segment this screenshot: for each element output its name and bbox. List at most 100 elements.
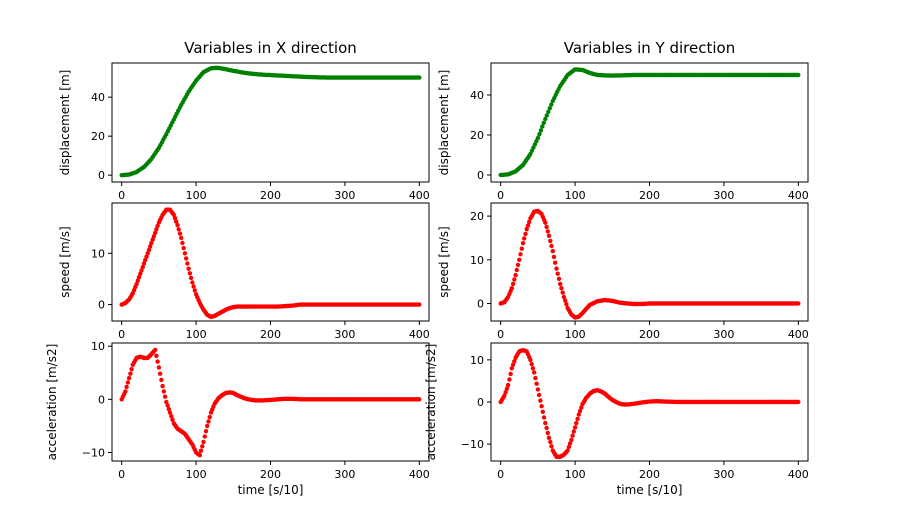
data-point <box>165 403 170 408</box>
data-point <box>796 399 801 405</box>
data-point <box>518 252 523 257</box>
data-point <box>417 75 422 80</box>
data-point <box>513 272 518 278</box>
series-points <box>498 348 801 459</box>
data-point <box>504 386 510 391</box>
x-tick-label: 100 <box>186 328 207 341</box>
data-point <box>545 229 550 234</box>
x-tick-label: 400 <box>788 328 809 341</box>
data-point <box>544 224 549 230</box>
y-tick-label: 0 <box>477 298 484 311</box>
data-point <box>200 444 205 449</box>
data-point <box>543 420 548 426</box>
data-point <box>538 128 544 133</box>
data-point <box>135 278 140 283</box>
data-point <box>159 377 164 383</box>
data-point <box>509 366 514 371</box>
data-point <box>551 254 557 260</box>
y-axis-label: speed [m/s] <box>58 226 72 297</box>
series-points <box>498 208 801 320</box>
data-point <box>564 302 569 307</box>
data-point <box>539 404 544 409</box>
data-point <box>517 257 522 262</box>
data-point <box>181 245 186 251</box>
data-point <box>508 371 513 377</box>
data-point <box>796 301 801 306</box>
x-axis-label: time [s/10] <box>617 483 683 497</box>
data-point <box>515 262 521 268</box>
data-point <box>160 383 165 389</box>
data-point <box>182 251 188 256</box>
data-point <box>124 384 129 390</box>
data-point <box>180 240 185 246</box>
data-point <box>191 284 196 289</box>
data-point <box>184 256 189 261</box>
x-tick-label: 400 <box>409 189 430 202</box>
data-point <box>512 359 517 364</box>
data-point <box>796 72 801 78</box>
data-point <box>540 124 545 129</box>
y-axis-label: acceleration [m/s2] <box>45 344 59 461</box>
data-point <box>574 420 579 426</box>
data-point <box>530 366 536 371</box>
data-point <box>553 260 558 265</box>
data-point <box>535 135 541 141</box>
data-point <box>188 275 194 281</box>
data-point <box>203 429 209 434</box>
data-point <box>187 271 193 276</box>
data-point <box>576 412 581 417</box>
subplot-2: 0 100 200 300 400 0 20 40 Variables in Y directi… <box>437 39 809 202</box>
data-point <box>520 241 526 246</box>
data-point <box>541 120 546 126</box>
y-tick-label: 20 <box>470 210 484 223</box>
data-point <box>555 271 560 276</box>
series-points <box>498 67 801 178</box>
data-point <box>561 294 567 300</box>
data-point <box>543 220 548 225</box>
data-point <box>554 266 559 271</box>
data-point <box>144 254 149 259</box>
subplot-3: 0 100 200 300 400 0 10 speed [m/s] <box>58 202 430 341</box>
data-point <box>532 370 537 375</box>
data-point <box>503 390 508 395</box>
x-tick-label: 300 <box>334 189 355 202</box>
data-point <box>129 367 134 372</box>
data-point <box>172 216 178 221</box>
data-point <box>538 398 543 403</box>
subplot-5: 0 100 200 300 400 −10 0 10 acceleration [m/s2] ti… <box>45 340 430 497</box>
axes-frame <box>111 62 430 183</box>
data-point <box>150 237 155 242</box>
data-point <box>577 408 583 414</box>
data-point <box>549 243 554 249</box>
data-point <box>140 264 145 270</box>
data-point <box>528 357 533 363</box>
data-point <box>154 227 159 232</box>
data-point <box>151 234 157 239</box>
chart-title: Variables in Y direction <box>564 39 735 57</box>
data-point <box>162 394 168 399</box>
data-point <box>136 275 142 280</box>
data-point <box>417 397 422 402</box>
data-point <box>141 261 147 266</box>
data-point <box>523 231 528 237</box>
data-point <box>537 132 542 137</box>
series-points <box>119 207 422 320</box>
data-point <box>169 414 174 419</box>
data-point <box>145 251 150 256</box>
data-point <box>153 230 158 235</box>
data-point <box>527 219 532 225</box>
data-point <box>125 380 131 385</box>
data-point <box>205 423 210 429</box>
data-point <box>192 288 197 293</box>
x-axis-label: time [s/10] <box>238 483 304 497</box>
data-point <box>146 247 152 253</box>
y-tick-label: 40 <box>91 91 105 104</box>
data-point <box>566 444 572 450</box>
data-point <box>536 392 542 398</box>
data-point <box>176 227 181 232</box>
y-axis-label: displacement [m] <box>437 70 451 176</box>
x-tick-label: 300 <box>334 328 355 341</box>
data-point <box>128 371 133 376</box>
data-point <box>541 415 547 420</box>
data-point <box>154 353 159 358</box>
